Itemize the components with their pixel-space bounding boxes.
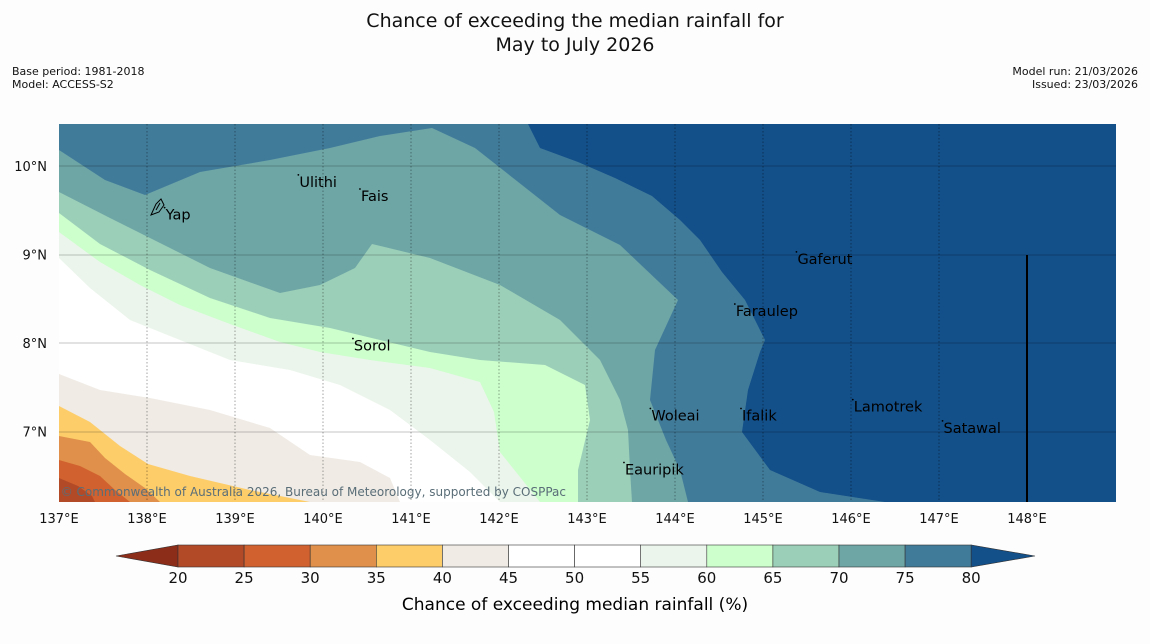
lon-tick-label: 145°E: [743, 512, 783, 527]
model-run-text: Model run: 21/03/2026: [1012, 65, 1138, 78]
issued-text: Issued: 23/03/2026: [1031, 78, 1138, 91]
lat-tick-label: 10°N: [14, 160, 47, 175]
latitude-ticks: 10°N 9°N 8°N 7°N: [14, 160, 47, 441]
place-marker: [163, 206, 166, 209]
colorbar-segment: [375, 544, 443, 568]
place-labels: Ulithi Fais Yap Gaferut Faraulep Sorol Lamotre…: [163, 173, 1001, 478]
place-marker: [352, 337, 354, 340]
colorbar-tick-label: 45: [499, 569, 518, 587]
place-label: Faraulep: [736, 304, 798, 320]
place-label: Woleai: [651, 408, 699, 424]
colorbar-segment: [442, 544, 509, 568]
colorbar-tick-label: 55: [631, 569, 650, 587]
lon-tick-label: 137°E: [39, 512, 79, 527]
colorbar-segment: [243, 544, 311, 568]
place-label: Gaferut: [797, 252, 852, 268]
colorbar-tick-label: 35: [367, 569, 386, 587]
colorbar-tick-label: 75: [896, 569, 915, 587]
colorbar-segment: [640, 544, 708, 568]
place-marker: [941, 419, 944, 422]
place-marker: [623, 461, 625, 464]
lon-tick-label: 144°E: [655, 512, 695, 527]
colorbar-tick-label: 65: [763, 569, 782, 587]
colorbar-segment: [177, 544, 245, 568]
place-marker: [649, 407, 652, 410]
colorbar-segment: [838, 544, 906, 568]
colorbar: 20 25 30 35 40 45 50 55 60 65 70 75 80: [115, 544, 1036, 587]
chart-title-line1: Chance of exceeding the median rainfall …: [366, 10, 784, 32]
lat-tick-label: 9°N: [23, 249, 48, 264]
place-marker: [851, 398, 854, 401]
yap-island: [150, 198, 165, 216]
band-20-25: [59, 478, 95, 502]
place-label: Yap: [165, 208, 191, 224]
colorbar-label: Chance of exceeding median rainfall (%): [402, 595, 748, 615]
place-label: Lamotrek: [854, 400, 923, 416]
place-label: Satawal: [944, 421, 1001, 437]
colorbar-tick-label: 80: [962, 569, 981, 587]
copyright-text: © Commonwealth of Australia 2026, Bureau…: [61, 485, 566, 499]
place-marker: [740, 407, 742, 410]
place-label: Ifalik: [742, 408, 777, 424]
lon-tick-label: 138°E: [127, 512, 167, 527]
chart-title-line2: May to July 2026: [495, 34, 655, 56]
place-label: Fais: [361, 189, 388, 205]
colorbar-segment: [706, 544, 774, 568]
place-marker: [359, 188, 361, 190]
lon-tick-label: 146°E: [831, 512, 871, 527]
colorbar-extend-high: [970, 544, 1036, 568]
colorbar-tick-label: 25: [235, 569, 254, 587]
base-period-text: Base period: 1981-2018: [12, 65, 145, 78]
lat-tick-label: 8°N: [23, 337, 48, 352]
model-text: Model: ACCESS-S2: [12, 78, 114, 91]
colorbar-tick-label: 20: [168, 569, 187, 587]
colorbar-segment: [309, 544, 377, 568]
colorbar-segment: [574, 544, 641, 568]
map-gridlines: [59, 124, 1116, 502]
place-marker: [297, 173, 300, 176]
place-label: Sorol: [354, 339, 391, 355]
lon-tick-label: 143°E: [567, 512, 607, 527]
place-marker: [733, 303, 736, 305]
meta-right: Model run: 21/03/2026 Issued: 23/03/2026: [1012, 65, 1138, 91]
colorbar-tick-label: 40: [433, 569, 452, 587]
meta-left: Base period: 1981-2018 Model: ACCESS-S2: [12, 65, 144, 91]
colorbar-extend-low: [115, 544, 179, 568]
longitude-ticks: 137°E 138°E 139°E 140°E 141°E 142°E 143°E 144°E…: [39, 512, 1047, 527]
lon-tick-label: 148°E: [1007, 512, 1047, 527]
lon-tick-label: 139°E: [215, 512, 255, 527]
band-above-80: [528, 124, 1116, 502]
lon-tick-label: 147°E: [919, 512, 959, 527]
lat-tick-label: 7°N: [23, 426, 48, 441]
lon-tick-label: 141°E: [391, 512, 431, 527]
colorbar-segment: [508, 544, 575, 568]
colorbar-segment: [904, 544, 972, 568]
colorbar-segment: [772, 544, 840, 568]
colorbar-tick-label: 70: [829, 569, 848, 587]
colorbar-tick-label: 60: [697, 569, 716, 587]
colorbar-tick-label: 50: [565, 569, 584, 587]
place-label: Ulithi: [299, 175, 337, 191]
place-label: Eauripik: [625, 462, 684, 478]
lon-tick-label: 142°E: [479, 512, 519, 527]
probability-field: [59, 124, 1116, 502]
lon-tick-label: 140°E: [303, 512, 343, 527]
colorbar-tick-label: 30: [301, 569, 320, 587]
place-marker: [795, 250, 798, 253]
